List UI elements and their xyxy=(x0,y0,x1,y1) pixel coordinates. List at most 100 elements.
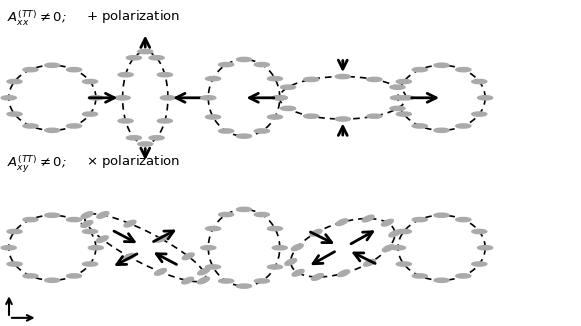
Ellipse shape xyxy=(7,230,22,234)
Ellipse shape xyxy=(434,63,449,67)
Ellipse shape xyxy=(236,207,252,212)
Ellipse shape xyxy=(267,77,282,81)
Ellipse shape xyxy=(157,73,173,77)
Ellipse shape xyxy=(281,106,296,111)
Ellipse shape xyxy=(413,67,428,72)
Ellipse shape xyxy=(396,80,411,84)
Ellipse shape xyxy=(1,96,16,100)
Ellipse shape xyxy=(206,227,221,231)
Ellipse shape xyxy=(201,246,216,250)
Ellipse shape xyxy=(267,115,282,119)
Ellipse shape xyxy=(118,73,133,77)
Ellipse shape xyxy=(434,128,449,132)
Ellipse shape xyxy=(127,136,142,140)
Ellipse shape xyxy=(149,136,164,140)
Ellipse shape xyxy=(182,253,194,260)
Ellipse shape xyxy=(83,230,98,234)
Ellipse shape xyxy=(254,129,270,133)
Ellipse shape xyxy=(413,124,427,128)
Ellipse shape xyxy=(434,278,449,282)
Ellipse shape xyxy=(155,269,167,275)
Text: $A_{xx}^{(TT)} \neq 0$;: $A_{xx}^{(TT)} \neq 0$; xyxy=(7,8,67,28)
Ellipse shape xyxy=(478,246,493,250)
Ellipse shape xyxy=(160,96,175,100)
Ellipse shape xyxy=(390,85,405,89)
Ellipse shape xyxy=(285,259,297,265)
Text: $\times$ polarization: $\times$ polarization xyxy=(86,153,180,170)
Ellipse shape xyxy=(272,96,287,100)
Ellipse shape xyxy=(456,274,471,278)
Ellipse shape xyxy=(138,142,153,146)
Ellipse shape xyxy=(472,230,487,234)
Ellipse shape xyxy=(7,262,22,266)
Ellipse shape xyxy=(198,277,210,284)
Ellipse shape xyxy=(206,77,221,81)
Ellipse shape xyxy=(304,77,319,82)
Ellipse shape xyxy=(218,279,234,283)
Ellipse shape xyxy=(124,220,136,227)
Ellipse shape xyxy=(206,265,221,269)
Ellipse shape xyxy=(367,114,382,118)
Ellipse shape xyxy=(472,80,487,84)
Ellipse shape xyxy=(456,217,471,222)
Ellipse shape xyxy=(218,63,234,67)
Ellipse shape xyxy=(218,213,234,217)
Ellipse shape xyxy=(138,50,153,54)
Ellipse shape xyxy=(7,112,22,116)
Ellipse shape xyxy=(399,96,414,100)
Ellipse shape xyxy=(472,262,487,266)
Ellipse shape xyxy=(127,56,142,60)
Ellipse shape xyxy=(83,112,98,116)
Ellipse shape xyxy=(45,213,60,217)
Ellipse shape xyxy=(66,217,81,222)
Ellipse shape xyxy=(236,134,252,138)
Ellipse shape xyxy=(45,278,60,282)
Ellipse shape xyxy=(218,129,234,133)
Ellipse shape xyxy=(83,262,98,266)
Ellipse shape xyxy=(338,270,350,277)
Ellipse shape xyxy=(335,74,350,79)
Ellipse shape xyxy=(7,80,22,84)
Text: $A_{xy}^{(TT)} \neq 0$;: $A_{xy}^{(TT)} \neq 0$; xyxy=(7,153,67,174)
Ellipse shape xyxy=(267,265,282,269)
Ellipse shape xyxy=(390,246,406,250)
Ellipse shape xyxy=(97,212,109,218)
Ellipse shape xyxy=(23,124,38,128)
Ellipse shape xyxy=(1,246,16,250)
Ellipse shape xyxy=(382,219,393,226)
Ellipse shape xyxy=(118,119,133,123)
Ellipse shape xyxy=(267,227,282,231)
Ellipse shape xyxy=(236,57,252,62)
Ellipse shape xyxy=(83,80,98,84)
Ellipse shape xyxy=(23,274,38,278)
Ellipse shape xyxy=(272,96,287,100)
Ellipse shape xyxy=(396,230,411,234)
Ellipse shape xyxy=(396,112,411,116)
Ellipse shape xyxy=(382,245,394,252)
Ellipse shape xyxy=(81,212,93,218)
Ellipse shape xyxy=(478,96,493,100)
Ellipse shape xyxy=(292,270,304,276)
Ellipse shape xyxy=(66,124,81,128)
Ellipse shape xyxy=(254,213,270,217)
Ellipse shape xyxy=(413,217,428,222)
Ellipse shape xyxy=(304,114,319,118)
Ellipse shape xyxy=(155,235,167,242)
Ellipse shape xyxy=(281,85,296,89)
Ellipse shape xyxy=(23,67,38,72)
Ellipse shape xyxy=(66,274,81,278)
Ellipse shape xyxy=(88,96,103,100)
Ellipse shape xyxy=(310,230,322,236)
Ellipse shape xyxy=(115,96,130,100)
Ellipse shape xyxy=(254,279,270,283)
Ellipse shape xyxy=(254,63,270,67)
Ellipse shape xyxy=(45,128,60,132)
Ellipse shape xyxy=(272,246,287,250)
Ellipse shape xyxy=(149,56,164,60)
Ellipse shape xyxy=(236,284,252,288)
Ellipse shape xyxy=(434,213,449,217)
Ellipse shape xyxy=(88,246,103,250)
Ellipse shape xyxy=(182,277,193,284)
Ellipse shape xyxy=(389,230,401,237)
Ellipse shape xyxy=(364,259,375,266)
